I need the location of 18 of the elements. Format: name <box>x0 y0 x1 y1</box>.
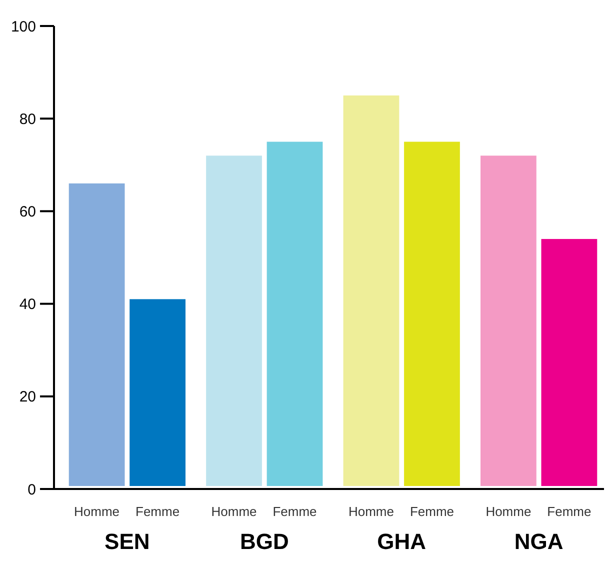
y-tick-label: 80 <box>19 110 36 128</box>
text: Femme <box>272 504 317 519</box>
text: Femme <box>410 504 454 519</box>
y-tick-label: 100 <box>10 18 36 36</box>
text: Homme <box>211 504 257 519</box>
series-label: Homme <box>74 504 120 519</box>
x-tick-label: GHA <box>377 529 426 554</box>
series-label: Femme <box>136 504 180 519</box>
text: Homme <box>348 504 394 519</box>
x-tick-label: SEN <box>104 529 150 554</box>
text: Femme <box>547 504 592 519</box>
text: Homme <box>486 504 532 519</box>
y-tick-label: 20 <box>19 388 36 406</box>
x-tick-label: NGA <box>514 529 564 554</box>
y-tick-label: 0 <box>28 481 36 498</box>
x-tick-label: BGD <box>240 529 289 554</box>
y-tick-label: 40 <box>19 296 36 314</box>
y-tick-label: 60 <box>19 203 36 220</box>
